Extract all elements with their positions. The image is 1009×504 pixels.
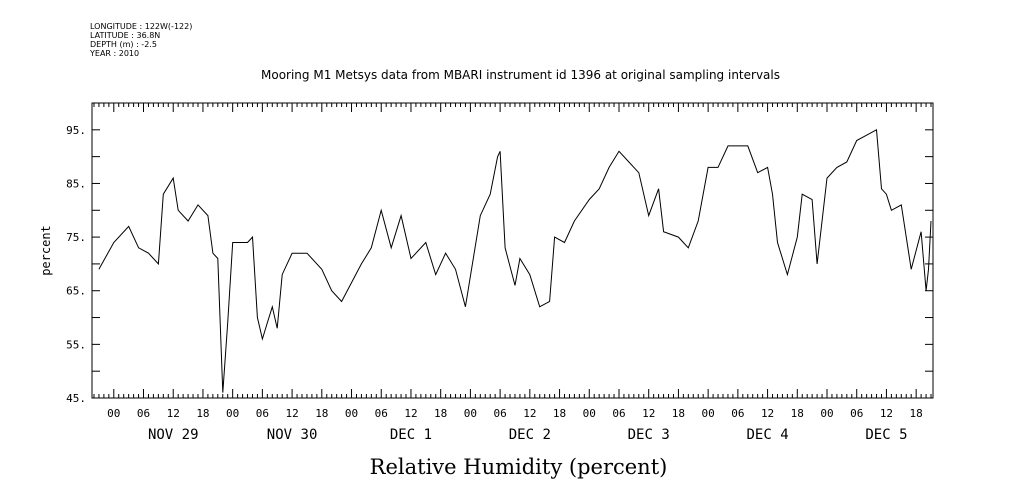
x-tick-label: 18 [672,407,685,420]
x-tick-label: 18 [910,407,923,420]
x-tick-label: 00 [820,407,833,420]
x-tick-label: 06 [137,407,150,420]
x-tick-label: 00 [345,407,358,420]
x-day-label: DEC 2 [509,427,551,443]
x-tick-label: 12 [285,407,298,420]
x-tick-label: 12 [523,407,536,420]
x-tick-label: 00 [583,407,596,420]
y-tick-label: 65. [66,285,86,298]
longitude-text: LONGITUDE : 122W(-122) [90,22,193,31]
latitude-text: LATITUDE : 36.8N [90,31,161,40]
y-tick-label: 45. [66,392,86,405]
y-tick-label: 85. [66,177,86,190]
x-tick-label: 18 [434,407,447,420]
x-tick-label: 06 [375,407,388,420]
x-tick-label: 12 [167,407,180,420]
x-day-label: DEC 4 [746,427,788,443]
x-axis-title: Relative Humidity (percent) [369,455,668,479]
x-tick-label: 00 [702,407,715,420]
x-tick-label: 18 [196,407,209,420]
chart-title: Mooring M1 Metsys data from MBARI instru… [261,68,780,82]
y-tick-label: 75. [66,231,86,244]
depth-text: DEPTH (m) : -2.5 [90,40,157,49]
x-tick-label: 18 [791,407,804,420]
x-tick-label: 06 [256,407,269,420]
x-tick-label: 18 [553,407,566,420]
x-tick-label: 00 [464,407,477,420]
series-line [98,128,932,393]
y-tick-label: 95. [66,124,86,137]
metadata-block: LONGITUDE : 122W(-122) LATITUDE : 36.8N … [90,22,192,58]
plot-frame [91,102,934,399]
x-tick-label: 06 [612,407,625,420]
x-tick-label: 00 [107,407,120,420]
x-tick-label: 12 [761,407,774,420]
x-tick-label: 18 [315,407,328,420]
x-tick-label: 12 [642,407,655,420]
x-tick-label: 00 [226,407,239,420]
year-text: YEAR : 2010 [90,49,140,58]
x-tick-label: 12 [880,407,893,420]
x-day-label: DEC 1 [390,427,432,443]
x-day-label: NOV 29 [148,427,199,443]
x-day-label: NOV 30 [267,427,318,443]
y-tick-label: 55. [66,338,86,351]
y-axis-label: percent [39,225,53,276]
x-day-label: DEC 5 [865,427,907,443]
x-tick-label: 06 [850,407,863,420]
x-tick-label: 06 [493,407,506,420]
x-tick-label: 12 [404,407,417,420]
x-day-label: DEC 3 [628,427,670,443]
x-tick-label: 06 [731,407,744,420]
